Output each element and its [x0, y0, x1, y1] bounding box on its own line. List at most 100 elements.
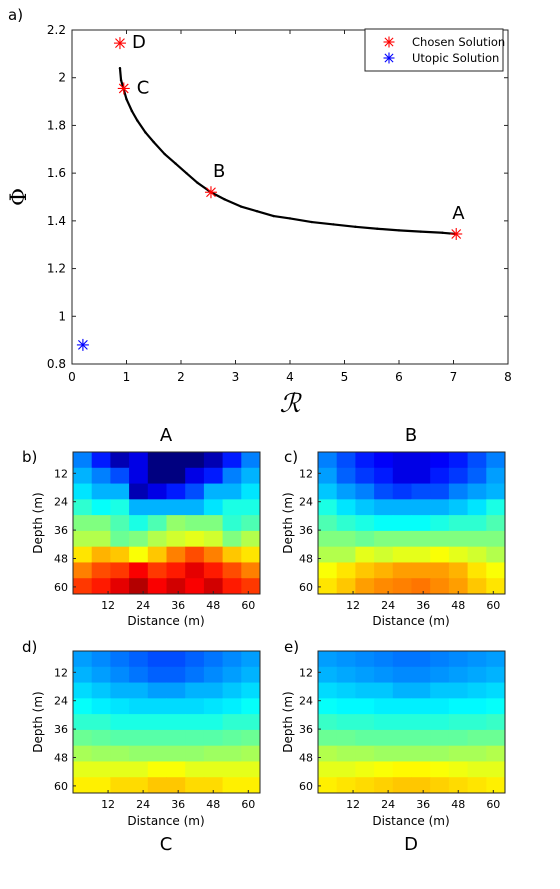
heatmap-cell: [430, 515, 450, 532]
panel-label-a: a): [8, 6, 23, 24]
chosen-solution-star-icon: [113, 37, 126, 50]
pareto-point: [136, 119, 139, 122]
y-tick-label: 1.8: [47, 118, 66, 132]
heatmap-cell: [374, 515, 394, 532]
heatmap-cell: [203, 578, 224, 595]
pareto-point: [163, 152, 166, 156]
heatmap-cell: [355, 515, 375, 532]
heatmap-cell: [222, 777, 242, 794]
y-tick-label: 24: [54, 496, 68, 509]
x-tick-label: 12: [346, 599, 360, 612]
solution-points: A B C D: [76, 32, 465, 351]
heatmap-cell: [91, 666, 111, 684]
heatmap-cell: [374, 761, 394, 778]
y-tick-label: 1: [58, 309, 66, 323]
pareto-point: [310, 220, 313, 224]
legend-blue-star-icon: [383, 52, 395, 64]
heatmap-cell: [467, 467, 487, 485]
heatmap-cell: [486, 729, 506, 747]
heatmap-cell: [318, 745, 338, 762]
heatmap-cell: [222, 562, 242, 579]
heatmap-cell: [73, 546, 93, 563]
heatmap-cell: [91, 745, 111, 762]
heatmap-cell: [355, 745, 375, 762]
pareto-point: [332, 223, 335, 226]
x-tick-label: 8: [504, 370, 512, 384]
heatmap-cell: [91, 562, 111, 579]
heatmap-cell: [411, 729, 431, 747]
heatmap-cell: [336, 483, 356, 500]
x-tick-label: 24: [381, 599, 395, 612]
heatmap-cell: [185, 714, 205, 731]
heatmap-cell: [241, 729, 261, 747]
heatmap-cell: [318, 530, 338, 548]
heatmap-cell: [222, 666, 242, 684]
point-label-D: D: [132, 32, 146, 53]
heatmap-cell: [129, 483, 149, 500]
heatmap-cell: [486, 562, 506, 579]
heatmap-cell: [91, 467, 111, 485]
heatmap-cell: [166, 777, 186, 794]
heatmap-cell: [374, 530, 394, 548]
heatmap-cell: [486, 666, 506, 684]
heatmap-cell: [467, 530, 487, 548]
heatmap-cell: [91, 714, 111, 731]
heatmap-cell: [147, 651, 167, 668]
panel-b-heatmap: b) A 12 24 36 48 60 12 24 36 48 60 Distance (m) D…: [22, 425, 261, 628]
panel-label-d: d): [22, 638, 37, 656]
heatmap-cell: [411, 483, 431, 500]
x-tick-label: 36: [416, 798, 430, 811]
y-tick-label: 48: [54, 752, 68, 765]
heatmap-cell: [91, 530, 111, 548]
heatmap-cell: [147, 777, 167, 794]
heatmap-cell: [467, 698, 487, 715]
heatmap-cell: [73, 777, 93, 794]
heatmap-cell: [355, 761, 375, 778]
heatmap-cells-A: [73, 452, 261, 595]
heatmap-cell: [166, 745, 186, 762]
point-label-A: A: [452, 203, 465, 224]
heatmap-cell: [222, 452, 242, 469]
x-tick-label: 24: [136, 798, 150, 811]
heatmap-cell: [147, 666, 167, 684]
heatmap-cell: [448, 562, 469, 579]
x-axis-label-d: Distance (m): [127, 814, 204, 828]
heatmap-cell: [147, 452, 167, 469]
heatmap-cell: [166, 682, 186, 699]
heatmap-cell: [91, 777, 111, 794]
heatmap-cell: [392, 546, 412, 563]
heatmap-cell: [430, 651, 450, 668]
heatmap-cell: [147, 578, 167, 595]
heatmap-cell: [467, 777, 487, 794]
heatmap-cell: [355, 666, 375, 684]
heatmap-cell: [430, 562, 450, 579]
heatmap-cell: [467, 546, 487, 563]
y-tick-label: 36: [299, 723, 313, 736]
heatmap-cell: [374, 745, 394, 762]
heatmap-cell: [448, 578, 469, 595]
legend-star-mark: [383, 52, 395, 64]
heatmap-cell: [73, 666, 93, 684]
heatmap-cell: [129, 698, 149, 715]
heatmap-cell: [336, 682, 356, 699]
pareto-point: [397, 229, 401, 232]
chosen-solution-star-icon: [450, 227, 463, 240]
heatmap-cell: [374, 578, 394, 595]
heatmap-cell: [185, 467, 205, 485]
heatmap-cell: [129, 777, 149, 794]
x-tick-label: 48: [206, 599, 220, 612]
heatmap-cell: [166, 714, 186, 731]
heatmap-cell: [73, 578, 93, 595]
heatmap-cell: [392, 777, 412, 794]
heatmap-cell: [336, 714, 356, 731]
heatmap-cell: [73, 761, 93, 778]
y-tick-label: 24: [299, 695, 313, 708]
heatmap-cell: [110, 682, 130, 699]
heatmap-cell: [129, 729, 149, 747]
heatmap-cell: [411, 578, 431, 595]
heatmap-cell: [110, 530, 130, 548]
heatmap-cell: [448, 745, 469, 762]
x-tick-label: 60: [486, 599, 500, 612]
heatmap-cell: [336, 777, 356, 794]
pareto-point: [196, 181, 199, 184]
